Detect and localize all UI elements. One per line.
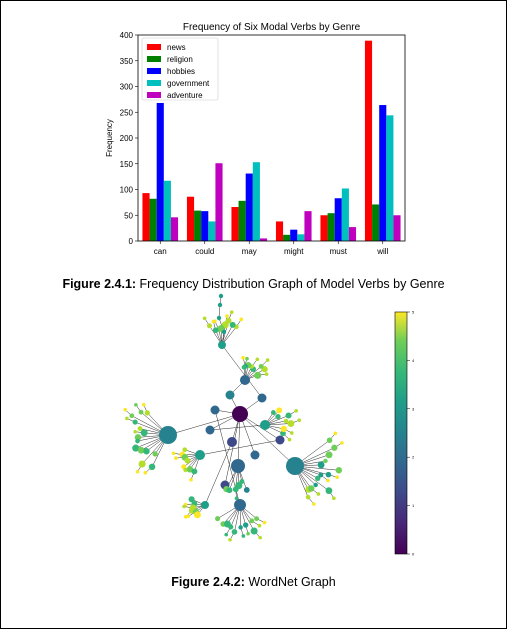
y-tick-label: 200 xyxy=(120,134,134,143)
figure-1-caption: Figure 2.4.1: Frequency Distribution Gra… xyxy=(0,277,507,291)
y-tick-label: 250 xyxy=(120,108,134,117)
bar-adventure-must xyxy=(348,227,357,241)
bar-religion-might xyxy=(283,234,291,241)
legend-label-news: news xyxy=(167,43,186,52)
figure-2-caption: Figure 2.4.2: WordNet Graph xyxy=(0,575,507,589)
bar-adventure-can xyxy=(170,217,179,241)
y-tick-label: 100 xyxy=(120,186,134,195)
modal-verbs-bar-chart: Frequency of Six Modal Verbs by Genre Fre… xyxy=(105,22,406,256)
legend-swatch-adventure xyxy=(147,92,161,98)
figure-1-caption-text: Frequency Distribution Graph of Model Ve… xyxy=(136,277,445,291)
y-tick-label: 400 xyxy=(120,31,134,40)
bar-religion-could xyxy=(194,210,202,241)
x-tick-label: can xyxy=(154,247,167,256)
x-tick-label: must xyxy=(330,247,348,256)
bar-hobbies-will xyxy=(379,105,387,241)
legend-label-religion: religion xyxy=(167,55,193,64)
figure-1-caption-label: Figure 2.4.1: xyxy=(62,277,137,291)
legend-swatch-government xyxy=(147,80,161,86)
bar-news-may xyxy=(231,207,239,241)
x-tick-label: may xyxy=(242,247,257,256)
bar-news-might xyxy=(275,221,284,241)
bar-news-will xyxy=(364,40,373,241)
bar-news-must xyxy=(320,215,328,241)
bar-religion-will xyxy=(372,204,380,241)
figure-2-caption-label: Figure 2.4.2: xyxy=(171,575,245,589)
bar-news-can xyxy=(142,193,150,241)
bar-hobbies-could xyxy=(201,211,209,241)
bar-government-must xyxy=(341,188,349,241)
x-tick-label: might xyxy=(284,247,304,256)
bar-hobbies-may xyxy=(245,173,253,241)
bar-hobbies-might xyxy=(290,229,298,241)
plot-frame xyxy=(137,34,406,242)
bar-hobbies-can xyxy=(156,102,164,241)
legend-swatch-news xyxy=(147,44,161,50)
figure-2-caption-text: WordNet Graph xyxy=(244,575,336,589)
bar-adventure-could xyxy=(215,163,223,241)
bar-news-could xyxy=(186,196,195,241)
legend-label-hobbies: hobbies xyxy=(167,67,195,76)
bar-adventure-might xyxy=(304,211,312,241)
bar-adventure-will xyxy=(393,215,401,241)
bar-religion-must xyxy=(327,213,335,241)
y-tick-label: 300 xyxy=(120,83,134,92)
bar-government-may xyxy=(252,162,260,241)
y-tick-label: 0 xyxy=(129,237,134,246)
legend-swatch-hobbies xyxy=(147,68,161,74)
legend-swatch-religion xyxy=(147,56,161,62)
y-tick-label: 150 xyxy=(120,160,134,169)
legend-label-adventure: adventure xyxy=(167,91,203,100)
chart-title: Frequency of Six Modal Verbs by Genre xyxy=(183,22,361,33)
bar-government-could xyxy=(208,221,216,241)
y-axis-label: Frequency xyxy=(105,119,114,157)
bar-religion-can xyxy=(149,198,157,241)
legend-label-government: government xyxy=(167,79,210,88)
bar-government-can xyxy=(163,180,171,241)
bar-government-might xyxy=(297,234,305,241)
bar-hobbies-must xyxy=(334,198,342,241)
x-tick-label: could xyxy=(195,247,214,256)
bar-government-will xyxy=(386,115,394,241)
x-tick-label: will xyxy=(376,247,388,256)
bar-adventure-may xyxy=(259,238,268,241)
y-tick-label: 50 xyxy=(124,211,133,220)
bar-religion-may xyxy=(238,200,246,241)
y-tick-label: 350 xyxy=(120,57,134,66)
